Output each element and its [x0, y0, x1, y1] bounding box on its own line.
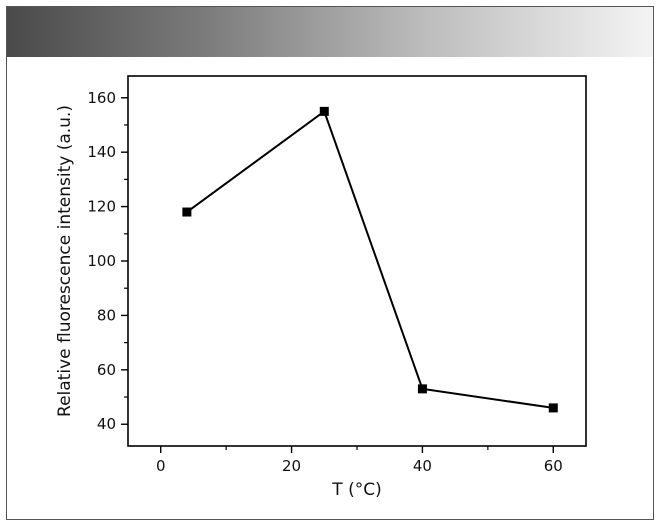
x-tick-label: 40	[413, 457, 432, 475]
data-point-marker	[319, 106, 329, 116]
y-tick-label: 100	[87, 252, 116, 270]
y-tick-label: 140	[87, 143, 116, 161]
series-layer	[182, 106, 558, 413]
x-axis-title: T (°C)	[331, 480, 381, 500]
x-axis-ticks: 0 20 40 60	[156, 446, 563, 475]
y-tick-label: 80	[97, 306, 116, 324]
y-tick-label: 60	[97, 361, 116, 379]
x-tick-label: 20	[282, 457, 301, 475]
series-line	[186, 109, 554, 409]
y-tick-label: 160	[87, 89, 116, 107]
y-tick-label: 40	[97, 415, 116, 433]
figure-frame	[6, 6, 654, 520]
y-tick-label: 120	[87, 198, 116, 216]
y-axis-title: Relative fluorescence intensity (a.u.)	[55, 105, 75, 417]
x-tick-label: 0	[156, 457, 166, 475]
x-tick-label: 60	[544, 457, 563, 475]
data-point-marker	[182, 207, 192, 217]
y-axis-ticks: 40 60 80 100 120 140 160	[87, 89, 128, 433]
data-point-marker	[548, 403, 558, 413]
plot-area	[127, 75, 587, 447]
data-point-marker	[417, 384, 427, 394]
header-gradient-band	[7, 7, 653, 57]
